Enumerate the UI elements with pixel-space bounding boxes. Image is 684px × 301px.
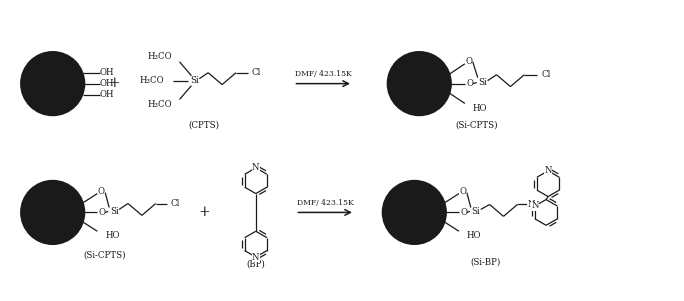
Text: (Si-BP): (Si-BP): [471, 257, 501, 266]
Text: (BP): (BP): [246, 259, 265, 268]
Text: (Si-CPTS): (Si-CPTS): [456, 121, 498, 130]
Text: +: +: [198, 205, 210, 219]
Text: O: O: [98, 208, 106, 217]
Text: O: O: [460, 187, 466, 196]
Text: Si: Si: [478, 78, 487, 87]
Text: (CPTS): (CPTS): [189, 121, 220, 130]
Text: O: O: [466, 79, 473, 88]
Text: Cl: Cl: [251, 68, 261, 77]
Text: OH: OH: [100, 79, 114, 88]
Text: H₃CO: H₃CO: [148, 100, 172, 109]
Text: N: N: [252, 253, 259, 262]
Text: O: O: [98, 187, 105, 196]
Circle shape: [21, 52, 84, 115]
Text: Cl: Cl: [171, 199, 181, 208]
Text: N: N: [252, 163, 259, 172]
Text: OH: OH: [100, 68, 114, 77]
Text: O: O: [460, 208, 467, 217]
Circle shape: [382, 181, 446, 244]
Text: N: N: [531, 201, 539, 210]
Text: +: +: [108, 76, 120, 90]
Text: DMF/ 423.15K: DMF/ 423.15K: [295, 70, 352, 78]
Text: Si: Si: [190, 76, 198, 85]
Text: N: N: [544, 166, 552, 175]
Text: Silica: Silica: [406, 79, 433, 88]
Text: Si: Si: [471, 207, 480, 216]
Text: H₃CO: H₃CO: [148, 52, 172, 61]
Text: (Si-CPTS): (Si-CPTS): [83, 250, 126, 259]
Text: Silica: Silica: [39, 79, 66, 88]
Text: Silica: Silica: [39, 208, 66, 217]
Text: HO: HO: [473, 104, 487, 113]
Text: HO: HO: [467, 231, 482, 240]
Text: DMF/ 423.15K: DMF/ 423.15K: [297, 199, 354, 206]
Text: Cl: Cl: [542, 70, 551, 79]
Text: O: O: [465, 57, 473, 66]
Text: Si: Si: [110, 207, 118, 216]
Text: H₃CO: H₃CO: [140, 76, 165, 85]
Text: HO: HO: [105, 231, 120, 240]
Text: N: N: [527, 200, 535, 209]
Text: OH: OH: [100, 90, 114, 99]
Circle shape: [21, 181, 84, 244]
Text: Silica: Silica: [401, 208, 428, 217]
Circle shape: [388, 52, 451, 115]
